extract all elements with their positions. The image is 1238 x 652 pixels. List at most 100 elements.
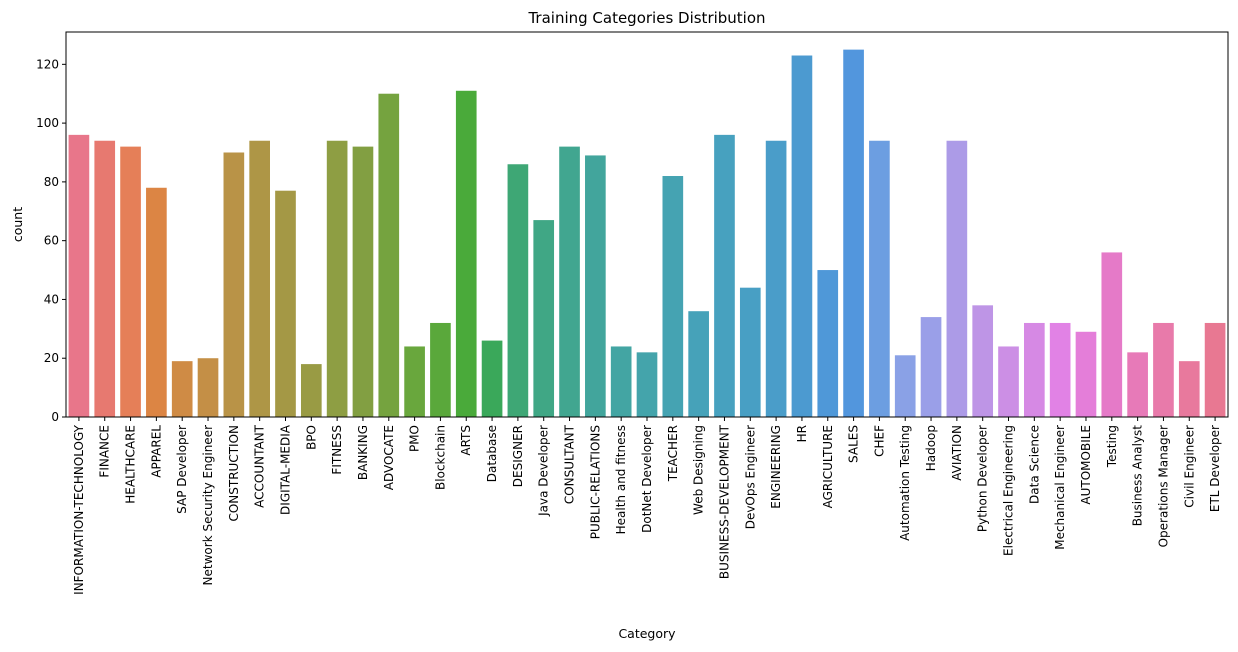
x-tick-label: Business Analyst	[1131, 425, 1145, 527]
bar	[688, 311, 709, 417]
bar	[998, 346, 1019, 417]
x-tick-label: FINANCE	[98, 425, 112, 478]
x-tick-label: PUBLIC-RELATIONS	[588, 425, 602, 539]
x-tick-label: Hadoop	[924, 425, 938, 471]
bar	[68, 134, 90, 417]
bar	[946, 140, 968, 417]
x-tick-label: Network Security Engineer	[201, 425, 215, 586]
bar	[585, 155, 606, 417]
x-tick-label: CONSULTANT	[563, 424, 577, 504]
bar	[146, 187, 167, 417]
x-tick-label: AUTOMOBILE	[1079, 425, 1093, 505]
y-tick-label: 80	[44, 175, 59, 189]
bar	[1204, 322, 1226, 417]
bar	[1127, 352, 1148, 417]
x-tick-label: ADVOCATE	[382, 425, 396, 490]
x-tick-label: ACCOUNTANT	[253, 424, 267, 508]
x-tick-label: ARTS	[459, 425, 473, 456]
bar	[610, 346, 632, 417]
y-tick-label: 100	[36, 116, 59, 130]
bar	[843, 49, 864, 418]
y-tick-label: 120	[36, 57, 59, 71]
bar	[1049, 322, 1071, 417]
x-axis-ticks: INFORMATION-TECHNOLOGY FINANCE HEALTHCARE A…	[72, 417, 1222, 595]
bar	[300, 364, 322, 417]
x-tick-label: AGRICULTURE	[821, 425, 835, 508]
bar	[455, 90, 477, 417]
bar	[249, 140, 270, 417]
x-tick-label: Operations Manager	[1156, 425, 1170, 547]
bar	[972, 305, 994, 417]
x-tick-label: HR	[795, 425, 809, 442]
x-tick-label: TEACHER	[666, 425, 680, 482]
bar	[275, 190, 296, 417]
bar	[1101, 252, 1123, 417]
x-tick-label: Mechanical Engineer	[1053, 425, 1067, 550]
x-tick-label: CONSTRUCTION	[227, 425, 241, 522]
x-axis-label: Category	[618, 626, 676, 641]
x-tick-label: CHEF	[872, 425, 886, 457]
bar	[559, 146, 580, 417]
x-tick-label: Civil Engineer	[1182, 425, 1196, 508]
x-tick-label: Blockchain	[433, 425, 447, 490]
bar	[223, 152, 245, 417]
x-tick-label: BUSINESS-DEVELOPMENT	[717, 424, 731, 579]
bars	[68, 49, 1226, 418]
bar	[404, 346, 425, 417]
bar	[765, 140, 787, 417]
bar	[869, 140, 890, 417]
x-tick-label: DIGITAL-MEDIA	[278, 424, 292, 515]
x-tick-label: Electrical Engineering	[1002, 425, 1016, 556]
x-tick-label: ETL Developer	[1208, 425, 1222, 512]
y-tick-label: 60	[44, 234, 59, 248]
x-tick-label: FITNESS	[330, 425, 344, 475]
x-tick-label: Java Developer	[537, 425, 551, 517]
y-tick-label: 40	[44, 292, 59, 306]
bar	[662, 176, 684, 417]
x-tick-label: Data Science	[1027, 425, 1041, 504]
bar	[120, 146, 141, 417]
bar	[791, 55, 813, 418]
y-tick-label: 0	[51, 410, 59, 424]
x-tick-label: ENGINEERING	[769, 425, 783, 509]
y-tick-label: 20	[44, 351, 59, 365]
y-axis-label: count	[10, 207, 25, 242]
bar	[714, 134, 735, 417]
bar	[430, 322, 451, 417]
bar	[94, 140, 116, 417]
x-tick-label: PMO	[408, 425, 422, 452]
bar	[817, 270, 839, 417]
x-tick-label: AVIATION	[950, 425, 964, 481]
bar	[326, 140, 348, 417]
x-tick-label: DESIGNER	[511, 425, 525, 487]
bar	[1024, 322, 1045, 417]
x-tick-label: Health and fitness	[614, 425, 628, 534]
x-tick-label: INFORMATION-TECHNOLOGY	[72, 424, 86, 594]
bar	[171, 361, 193, 417]
x-tick-label: Automation Testing	[898, 425, 912, 541]
x-tick-label: Database	[485, 425, 499, 482]
bar	[481, 340, 503, 417]
x-tick-label: BANKING	[356, 425, 370, 480]
x-tick-label: APPAREL	[149, 425, 163, 478]
bar	[1075, 331, 1097, 417]
plot-frame	[65, 31, 1229, 418]
bar	[378, 93, 400, 417]
bar	[352, 146, 374, 417]
bar	[197, 358, 219, 417]
bar	[920, 317, 942, 417]
bar	[533, 220, 555, 417]
bar	[739, 287, 761, 417]
x-tick-label: Web Designing	[692, 425, 706, 515]
bar	[1178, 361, 1200, 417]
x-tick-label: SAP Developer	[175, 425, 189, 514]
x-tick-label: DotNet Developer	[640, 425, 654, 533]
bar	[894, 355, 916, 417]
x-tick-label: SALES	[847, 425, 861, 463]
y-axis-ticks: 0 20 40 60 80 100 120	[36, 57, 66, 424]
bar	[1153, 322, 1174, 417]
x-tick-label: BPO	[304, 425, 318, 450]
bar	[507, 164, 529, 417]
x-tick-label: HEALTHCARE	[124, 425, 138, 504]
